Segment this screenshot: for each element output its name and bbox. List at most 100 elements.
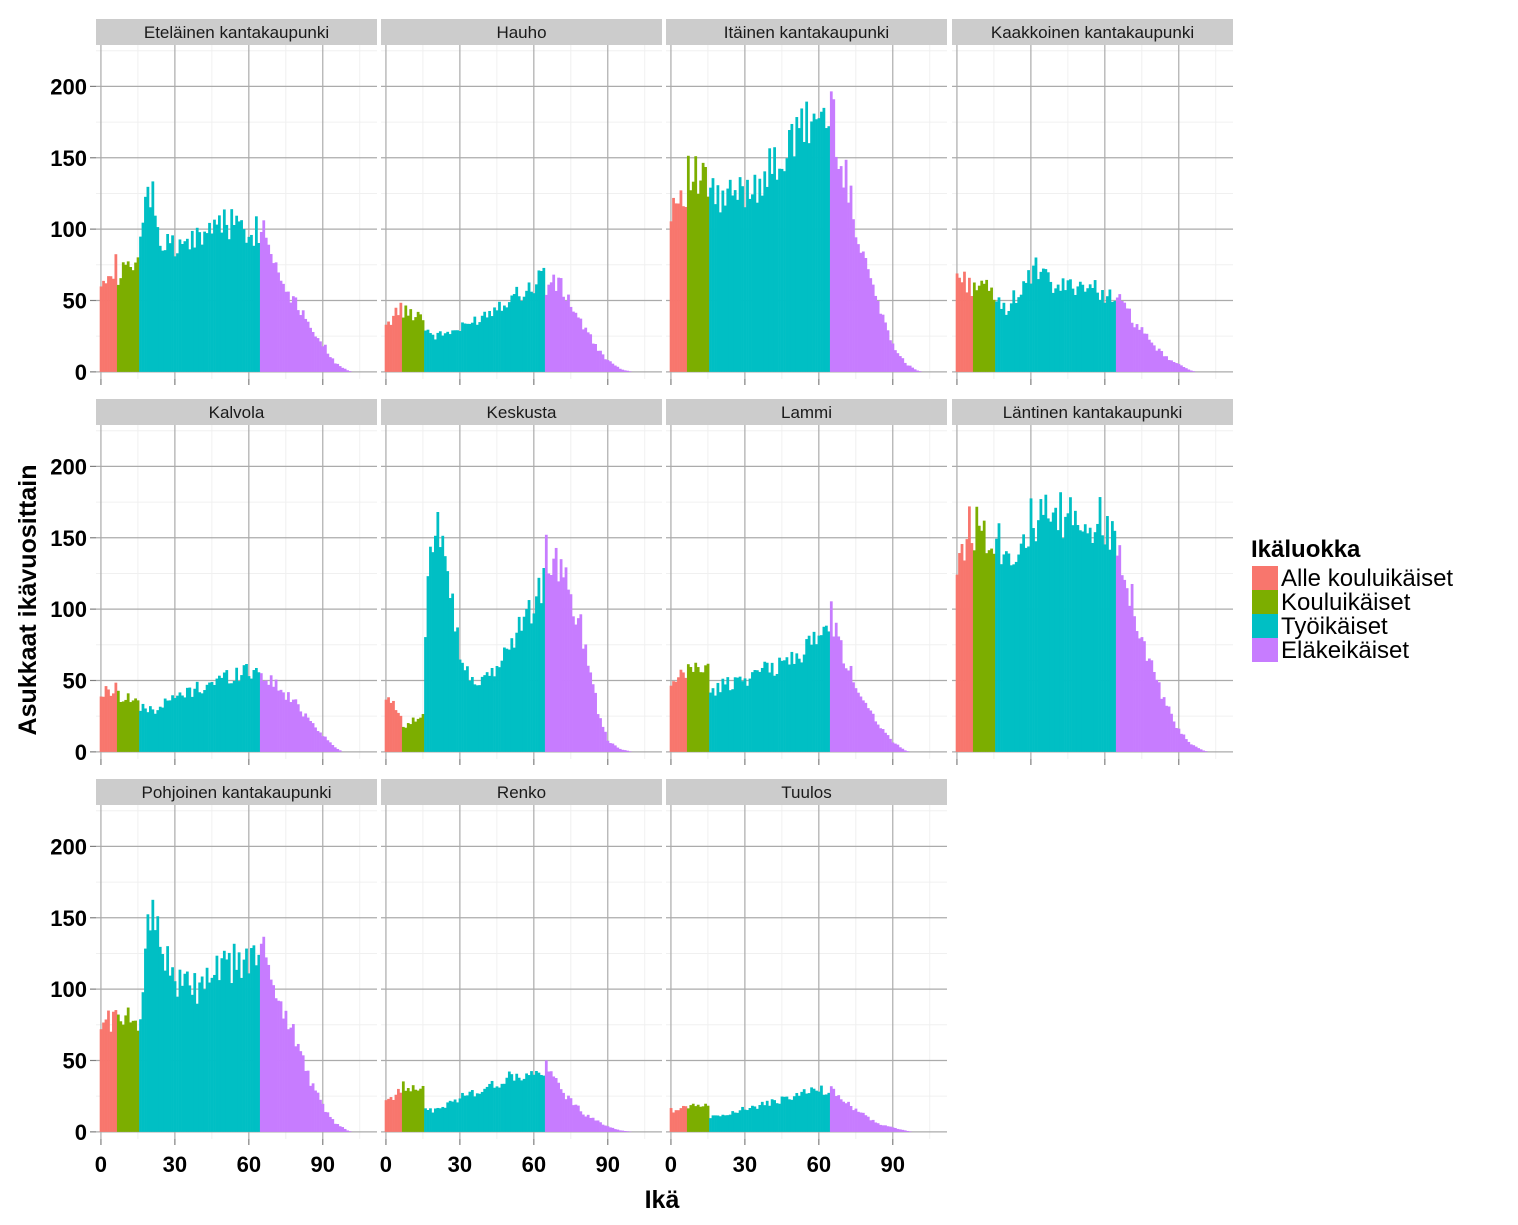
bar <box>669 221 673 372</box>
bar <box>613 745 617 752</box>
facet-title: Itäinen kantakaupunki <box>724 23 889 42</box>
bar <box>898 356 902 372</box>
facet-strip <box>952 399 1233 425</box>
bar <box>591 1117 595 1132</box>
bar <box>507 1071 511 1132</box>
bar <box>1039 271 1043 372</box>
bar <box>857 1111 860 1132</box>
bar <box>594 1120 597 1132</box>
bar <box>304 1070 308 1132</box>
bar <box>205 967 209 1132</box>
bar <box>864 257 868 372</box>
bar <box>674 1110 678 1132</box>
bar <box>691 1103 695 1132</box>
bar <box>621 749 625 752</box>
bar <box>800 662 804 752</box>
bar <box>881 729 885 752</box>
legend-label-kouluikaiset: Kouluikäiset <box>1281 589 1411 616</box>
bar <box>970 296 974 372</box>
bar <box>414 317 418 372</box>
bar <box>171 695 174 752</box>
bar <box>500 310 504 372</box>
bar <box>505 1077 509 1132</box>
bar <box>795 1093 799 1132</box>
bar <box>682 672 685 752</box>
bar <box>975 290 979 372</box>
bar <box>626 750 630 752</box>
bar <box>131 1020 135 1132</box>
bar <box>1155 679 1159 752</box>
bar <box>775 1103 779 1132</box>
bar <box>849 185 853 372</box>
bar <box>148 930 152 1132</box>
bar <box>146 186 150 372</box>
bar <box>677 1110 680 1132</box>
bar <box>758 178 762 372</box>
bar <box>319 1099 322 1132</box>
bar <box>203 231 206 372</box>
facet-strip <box>952 19 1233 45</box>
bar <box>250 948 253 1132</box>
bar <box>144 708 147 752</box>
bar <box>677 677 680 752</box>
bar <box>1014 561 1018 752</box>
bar <box>161 707 165 752</box>
bar <box>977 285 981 372</box>
bar <box>438 1108 442 1132</box>
bar <box>190 230 194 372</box>
bar <box>733 677 737 752</box>
bar <box>839 166 843 372</box>
bar <box>282 1018 285 1132</box>
bar <box>857 244 860 372</box>
bar <box>579 614 583 752</box>
bar <box>495 666 499 752</box>
bar <box>812 1088 816 1132</box>
bar <box>443 333 447 372</box>
facet-tuulos: Tuulos <box>666 779 947 1139</box>
bar <box>810 121 813 372</box>
bar <box>200 244 204 372</box>
bar <box>1019 543 1023 752</box>
bar <box>1133 327 1136 372</box>
facet-lantinen-kantakaupunki: Läntinen kantakaupunki <box>952 399 1233 759</box>
bar <box>483 1088 487 1132</box>
bar <box>441 535 445 752</box>
bar <box>1083 524 1087 752</box>
bar <box>250 234 253 372</box>
bar <box>547 284 551 372</box>
bar <box>456 1102 459 1132</box>
bar <box>746 1110 749 1132</box>
bar <box>409 1091 413 1132</box>
bar <box>753 174 757 372</box>
bar <box>1108 289 1112 372</box>
bar <box>245 948 248 1132</box>
bar <box>807 143 811 372</box>
bar <box>406 1088 410 1132</box>
bar <box>510 1074 514 1132</box>
bar <box>1004 314 1008 372</box>
bar <box>102 1022 105 1132</box>
bar <box>714 1115 717 1132</box>
bar <box>542 568 546 752</box>
bar <box>461 662 464 752</box>
bar <box>903 362 907 372</box>
bar <box>1115 297 1119 372</box>
bar <box>237 681 241 752</box>
bar <box>871 713 875 752</box>
bar <box>488 675 491 752</box>
bar <box>1004 551 1008 752</box>
bar <box>475 1093 479 1132</box>
facet-title: Kalvola <box>209 403 265 422</box>
bar <box>621 1130 625 1132</box>
x-tick-label: 90 <box>596 1152 620 1177</box>
bar <box>279 280 283 372</box>
facet-title: Tuulos <box>781 783 831 802</box>
bar <box>1182 366 1186 372</box>
bar <box>326 353 330 372</box>
bar <box>301 1055 305 1132</box>
bar <box>820 635 823 752</box>
bar <box>1170 713 1173 752</box>
bar <box>163 698 167 752</box>
facet-renko: Renko <box>381 779 662 1139</box>
bar <box>837 169 841 372</box>
